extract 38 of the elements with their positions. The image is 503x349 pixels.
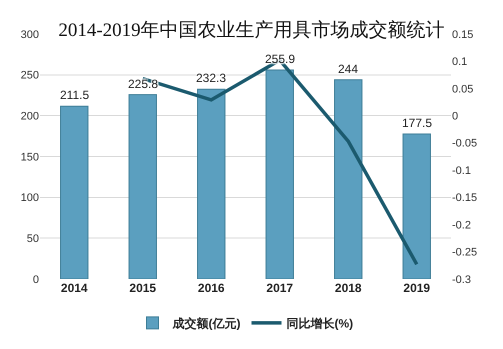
- bar: [402, 134, 431, 279]
- bar: [60, 106, 88, 279]
- x-tick-label: 2016: [198, 281, 225, 295]
- data-label: 255.9: [265, 52, 296, 66]
- chart-title: 2014-2019年中国农业生产用具市场成交额统计: [58, 19, 445, 42]
- x-tick-label: 2019: [403, 281, 430, 295]
- x-tick-label: 2014: [60, 281, 88, 295]
- x-tick-label: 2017: [266, 281, 294, 295]
- x-tick-label: 2015: [129, 281, 156, 295]
- y2-tick-label: -0.3: [452, 274, 471, 286]
- y2-tick-label: -0.2: [452, 219, 471, 232]
- x-tick-label: 2018: [334, 281, 362, 295]
- bar: [266, 70, 294, 279]
- y2-tick-label: 0: [452, 110, 458, 123]
- y-tick-label: 100: [20, 192, 39, 204]
- data-label: 225.8: [128, 77, 158, 91]
- y-tick-label: 250: [20, 70, 39, 82]
- data-label: 244: [338, 62, 358, 76]
- y2-tick-label: -0.25: [452, 246, 478, 259]
- y2-tick-label: -0.15: [452, 192, 478, 204]
- bar: [128, 94, 157, 279]
- bar: [197, 88, 226, 279]
- y2-tick-label: 0.15: [452, 28, 474, 41]
- y2-tick-label: -0.05: [452, 138, 478, 150]
- bar: [334, 79, 362, 279]
- y2-tick-label: 0.05: [452, 83, 474, 96]
- legend-label: 同比增长(%): [286, 316, 354, 331]
- y-tick-label: 200: [20, 110, 39, 123]
- y-tick-label: 150: [20, 151, 39, 164]
- data-label: 177.5: [402, 116, 432, 130]
- legend-label: 成交额(亿元): [172, 316, 240, 331]
- y2-tick-label: 0.1: [452, 56, 468, 68]
- y-tick-label: 300: [20, 28, 39, 41]
- y-tick-label: 0: [32, 274, 39, 286]
- y2-tick-label: -0.1: [452, 164, 471, 177]
- data-label: 211.5: [60, 88, 90, 102]
- y-tick-label: 50: [26, 233, 39, 246]
- data-label: 232.3: [196, 71, 226, 85]
